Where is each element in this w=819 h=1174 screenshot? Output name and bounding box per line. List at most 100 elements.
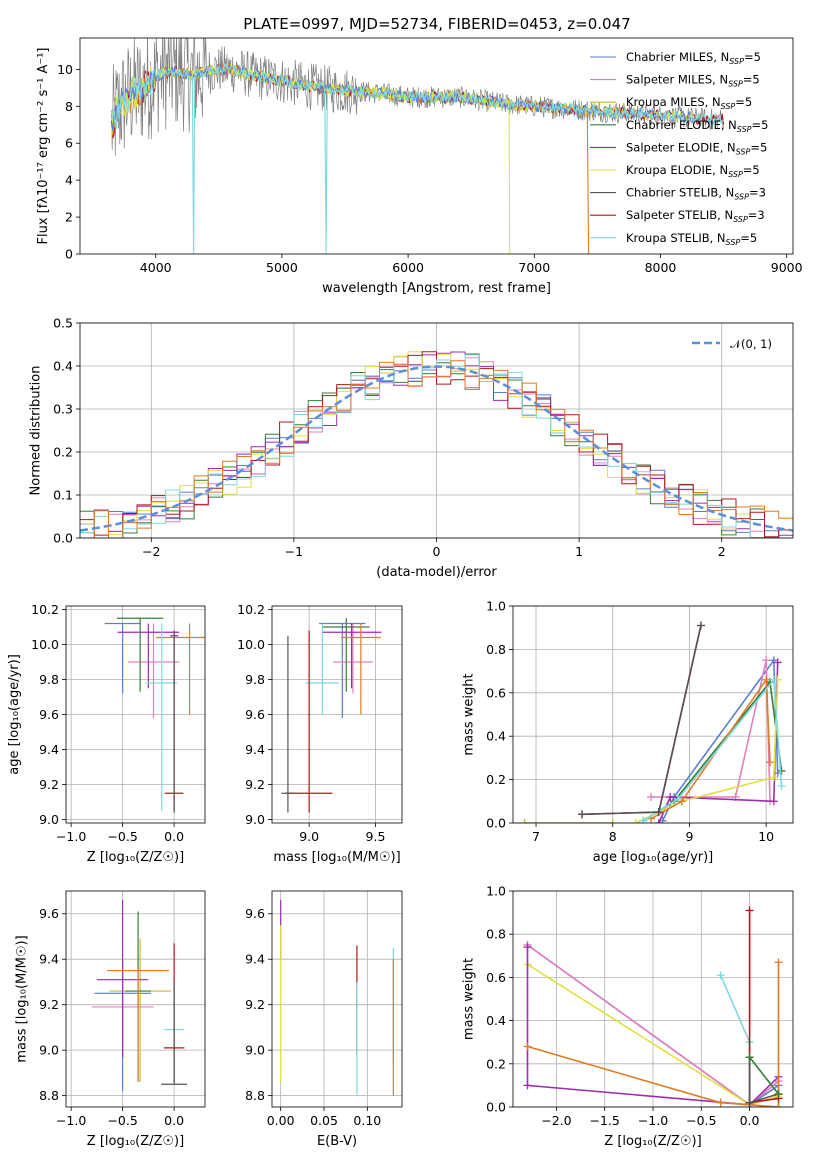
weight-marker [523,1042,532,1051]
legend-entry: 𝒩(0, 1) [730,337,772,351]
y-axis-label: Flux [fλ10⁻¹⁷ erg cm⁻² s⁻¹ A⁻¹] [36,48,51,245]
weight-marker [673,795,682,804]
y-tick-label: 0.3 [53,402,73,417]
axes-frame [512,605,794,824]
weight-marker [520,819,529,823]
y-tick-label: 9.0 [39,1043,59,1058]
weight-marker [745,1053,754,1062]
weight-marker [762,656,771,665]
x-tick-label: 9 [685,829,693,844]
weight-marker [765,758,774,767]
x-tick-label: 4000 [140,260,172,275]
y-tick-label: 9.4 [245,742,265,757]
weight-marker [769,675,778,684]
plot-area [523,906,783,1107]
legend-entry: Salpeter STELIB, NSSP=3 [626,208,765,224]
x-tick-label: −1.0 [56,829,86,844]
y-tick-label: 0.4 [486,1013,506,1028]
plot-area [520,621,786,823]
y-tick-label: 0.2 [486,772,506,787]
y-tick-label: 8.8 [245,1088,265,1103]
errorbar-point [305,623,339,715]
plot-area [80,351,793,538]
y-tick-label: 2 [65,210,73,225]
weight-marker [774,1090,783,1099]
y-tick-label: 0.2 [486,1056,506,1071]
weight-marker [608,819,617,823]
errorbar-point [285,630,333,813]
errorbar-point [116,617,164,692]
panel-mass_age: 9.0 9.5 9.0 9.2 9.4 9.6 9.8 10.0 10.2 mass [log₁₀… [237,602,403,865]
y-tick-label: 9.8 [39,672,59,687]
x-tick-label: 9000 [771,260,803,275]
y-tick-label: 9.6 [245,707,265,722]
plot-area [104,617,205,813]
weight-line [651,660,771,802]
axes-frame [65,890,206,1108]
weight-marker [696,621,705,630]
axes-frame [65,605,206,824]
y-tick-label: 0.1 [53,488,73,503]
x-tick-label: 0.00 [267,1113,295,1128]
weight-line [642,677,783,822]
weight-marker [773,658,782,667]
x-tick-label: 8 [609,829,617,844]
x-tick-label: −1 [285,544,303,559]
weight-marker [654,819,663,823]
weight-marker [716,1098,725,1107]
errorbar-point [169,630,179,813]
x-tick-label: 0.05 [310,1113,338,1128]
x-tick-label: 7 [532,829,540,844]
weight-marker [666,792,675,801]
y-tick-label: 9.2 [245,777,265,792]
axes-frame [271,890,403,1108]
x-axis-label: mass [log₁₀(M/M☉)] [273,850,400,865]
y-tick-label: 10.2 [31,602,59,617]
x-tick-label: 0.10 [353,1113,381,1128]
y-tick-label: 0.4 [53,359,73,374]
legend-entry: Chabrier STELIB, NSSP=3 [626,186,766,202]
gridlines [272,606,402,823]
gridlines [513,890,793,1108]
errorbar-point [319,622,366,718]
y-tick-label: 0.0 [486,816,506,831]
weight-marker [777,766,786,775]
errorbar-point [321,623,382,689]
x-tick-label: 9.0 [299,829,319,844]
y-tick-label: 8 [65,99,73,114]
legend-entry: Chabrier MILES, NSSP=5 [626,50,761,66]
legend-entry: Salpeter ELODIE, NSSP=5 [626,140,767,156]
y-tick-label: 10.2 [237,602,265,617]
legend-entry: Kroupa ELODIE, NSSP=5 [626,163,760,179]
weight-marker [654,808,663,817]
x-tick-label: 6000 [392,260,424,275]
x-tick-label: −0.5 [107,829,137,844]
x-tick-label: 0.0 [164,1113,184,1128]
weight-line [526,947,780,1106]
y-tick-label: 6 [65,136,73,151]
panel-z_mass: −1.0 −0.5 0.0 8.8 9.0 9.2 9.4 9.6 Z [log₁₀(Z/Z☉)… [15,890,206,1149]
weight-marker [774,958,783,967]
errorbar-point [117,623,180,689]
x-tick-label: 5000 [266,260,298,275]
errorbar-point [107,969,169,1082]
x-axis-label: age [log₁₀(age/yr)] [593,850,714,865]
y-tick-label: 9.0 [39,812,59,827]
gridlines [66,891,205,1107]
weight-marker [523,1081,532,1090]
panel-residuals: −2 −1 0 1 2 0.0 0.1 0.2 0.3 0.4 0.5 𝒩(0, 1) (data-mo… [29,316,794,580]
legend: Chabrier MILES, NSSP=5 Salpeter MILES, NS… [590,50,768,247]
y-tick-label: 10.0 [31,637,59,652]
x-tick-label: −1.0 [638,1113,668,1128]
errorbar-point [127,623,180,718]
model-spectrum-line [110,63,724,254]
model-spectrum-line [110,63,511,254]
panel-z_weight: −2.0 −1.5 −1.0 −0.5 0.0 0.0 0.2 0.4 0.6 0.8 1.0 Z [… [462,884,794,1149]
x-axis-label: Z [log₁₀(Z/Z☉)] [87,1134,184,1149]
y-tick-label: 8.8 [39,1088,59,1103]
panel-z_age: −1.0 −0.5 0.0 9.0 9.2 9.4 9.6 9.8 10.0 10.2 Z [log… [7,602,206,865]
y-tick-label: 9.6 [39,906,59,921]
y-axis-label: mass weight [462,673,477,755]
y-tick-label: 9.4 [245,952,265,967]
